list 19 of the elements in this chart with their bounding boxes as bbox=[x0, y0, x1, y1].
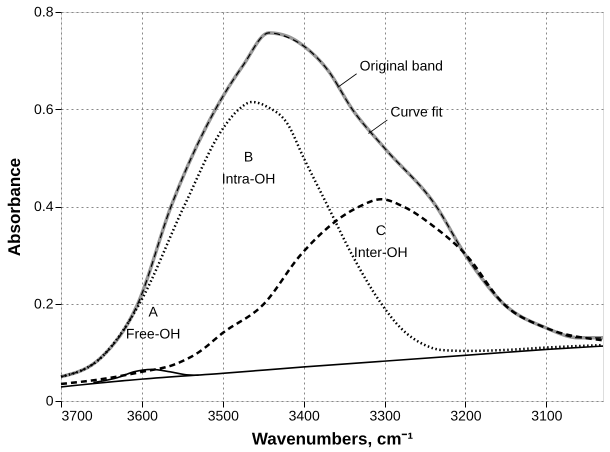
y-tick-label: 0 bbox=[46, 392, 54, 408]
x-tick-label: 3400 bbox=[288, 408, 320, 424]
x-tick-label: 3700 bbox=[62, 408, 93, 424]
x-tick-label: 3600 bbox=[126, 408, 158, 424]
annotation: Original band bbox=[360, 57, 443, 74]
annotation: Curve fit bbox=[390, 104, 443, 120]
y-axis-title: Absorbance bbox=[5, 158, 24, 256]
x-tick-label: 3300 bbox=[370, 408, 401, 424]
x-axis-title: Wavenumbers, cm⁻¹ bbox=[252, 430, 414, 448]
x-tick-label: 3200 bbox=[450, 408, 482, 424]
annotation: C Inter-OH bbox=[354, 222, 408, 260]
y-tick-label: 0.8 bbox=[34, 4, 54, 20]
x-tick-label: 3500 bbox=[208, 408, 240, 424]
y-tick-label: 0.6 bbox=[34, 100, 54, 117]
y-tick-label: 0.2 bbox=[34, 295, 54, 312]
annotation: B Intra-OH bbox=[222, 148, 276, 186]
annotation: A Free-OH bbox=[126, 304, 180, 342]
y-tick-label: 0.4 bbox=[34, 198, 54, 214]
x-tick-label: 3100 bbox=[531, 408, 563, 424]
